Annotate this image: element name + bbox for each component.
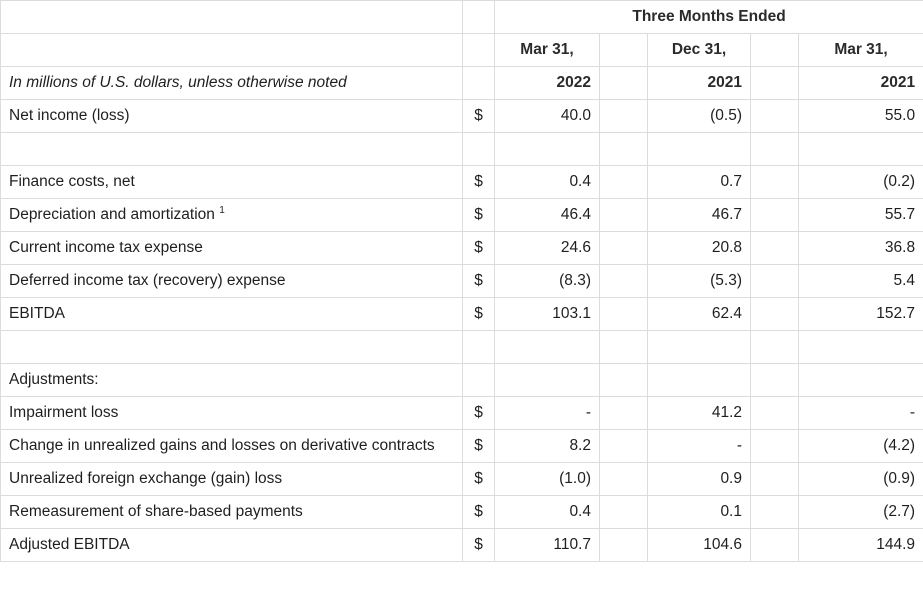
- value-col3: 55.0: [797, 99, 923, 133]
- dollar-sign: $: [462, 99, 495, 133]
- value-col3: 36.8: [797, 231, 923, 265]
- value-col2: 0.7: [647, 165, 751, 199]
- row-deferred-tax: Deferred income tax (recovery) expense $…: [0, 264, 923, 298]
- value-col1: 24.6: [494, 231, 600, 265]
- value-col3: (2.7): [797, 495, 923, 529]
- value-col3: 55.7: [797, 198, 923, 232]
- row-ebitda: EBITDA $ 103.1 62.4 152.7: [0, 297, 923, 331]
- value-col3: 5.4: [797, 264, 923, 298]
- header-row-year: In millions of U.S. dollars, unless othe…: [0, 66, 923, 100]
- ebitda-reconciliation-table: Three Months Ended Mar 31, Dec 31, Mar 3…: [0, 0, 923, 562]
- header-row-period: Three Months Ended: [0, 0, 923, 34]
- value-col2: 104.6: [647, 528, 751, 562]
- row-derivatives: Change in unrealized gains and losses on…: [0, 429, 923, 463]
- row-depreciation: Depreciation and amortization 1 $ 46.4 4…: [0, 198, 923, 232]
- row-label: Unrealized foreign exchange (gain) loss: [0, 462, 463, 496]
- row-label: Deferred income tax (recovery) expense: [0, 264, 463, 298]
- value-col2: 0.1: [647, 495, 751, 529]
- value-col1: -: [494, 396, 600, 430]
- value-col2: 0.9: [647, 462, 751, 496]
- value-col3: (0.2): [797, 165, 923, 199]
- value-col2: 62.4: [647, 297, 751, 331]
- row-label: Finance costs, net: [0, 165, 463, 199]
- value-col2: (5.3): [647, 264, 751, 298]
- dollar-sign: $: [462, 429, 495, 463]
- value-col1: (1.0): [494, 462, 600, 496]
- row-label: Depreciation and amortization: [9, 206, 215, 224]
- row-label: Net income (loss): [0, 99, 463, 133]
- row-label: Remeasurement of share-based payments: [0, 495, 463, 529]
- dollar-sign: $: [462, 165, 495, 199]
- col3-year: 2021: [797, 66, 923, 100]
- value-col1: 110.7: [494, 528, 600, 562]
- section-heading: Adjustments:: [0, 363, 463, 397]
- dollar-sign: $: [462, 528, 495, 562]
- dollar-sign: $: [462, 198, 495, 232]
- value-col1: 0.4: [494, 495, 600, 529]
- row-label: Impairment loss: [0, 396, 463, 430]
- col1-year: 2022: [494, 66, 600, 100]
- row-adjusted-ebitda: Adjusted EBITDA $ 110.7 104.6 144.9: [0, 528, 923, 562]
- row-label: EBITDA: [0, 297, 463, 331]
- value-col2: -: [647, 429, 751, 463]
- dollar-sign: $: [462, 495, 495, 529]
- spacer-row: [0, 330, 923, 364]
- value-col2: 20.8: [647, 231, 751, 265]
- dollar-sign: $: [462, 231, 495, 265]
- value-col2: 41.2: [647, 396, 751, 430]
- units-note: In millions of U.S. dollars, unless othe…: [0, 66, 463, 100]
- col2-month: Dec 31,: [647, 33, 751, 67]
- value-col1: 46.4: [494, 198, 600, 232]
- value-col2: (0.5): [647, 99, 751, 133]
- value-col2: 46.7: [647, 198, 751, 232]
- row-net-income: Net income (loss) $ 40.0 (0.5) 55.0: [0, 99, 923, 133]
- row-label: Change in unrealized gains and losses on…: [0, 429, 463, 463]
- footnote-marker: 1: [219, 205, 225, 217]
- row-current-tax: Current income tax expense $ 24.6 20.8 3…: [0, 231, 923, 265]
- dollar-sign: $: [462, 297, 495, 331]
- row-share-based: Remeasurement of share-based payments $ …: [0, 495, 923, 529]
- value-col1: 40.0: [494, 99, 600, 133]
- row-fx: Unrealized foreign exchange (gain) loss …: [0, 462, 923, 496]
- col3-month: Mar 31,: [797, 33, 923, 67]
- value-col3: (0.9): [797, 462, 923, 496]
- value-col1: 0.4: [494, 165, 600, 199]
- row-label: Current income tax expense: [0, 231, 463, 265]
- row-impairment: Impairment loss $ - 41.2 -: [0, 396, 923, 430]
- row-finance-costs: Finance costs, net $ 0.4 0.7 (0.2): [0, 165, 923, 199]
- value-col3: 144.9: [797, 528, 923, 562]
- value-col3: 152.7: [797, 297, 923, 331]
- dollar-sign: $: [462, 396, 495, 430]
- value-col1: (8.3): [494, 264, 600, 298]
- value-col1: 8.2: [494, 429, 600, 463]
- row-label: Adjusted EBITDA: [0, 528, 463, 562]
- value-col3: -: [797, 396, 923, 430]
- col2-year: 2021: [647, 66, 751, 100]
- col1-month: Mar 31,: [494, 33, 600, 67]
- dollar-sign: $: [462, 264, 495, 298]
- spacer-row: [0, 132, 923, 166]
- period-group-header: Three Months Ended: [493, 0, 923, 34]
- value-col3: (4.2): [797, 429, 923, 463]
- dollar-sign: $: [462, 462, 495, 496]
- value-col1: 103.1: [494, 297, 600, 331]
- header-row-month: Mar 31, Dec 31, Mar 31,: [0, 33, 923, 67]
- row-adjustments-heading: Adjustments:: [0, 363, 923, 397]
